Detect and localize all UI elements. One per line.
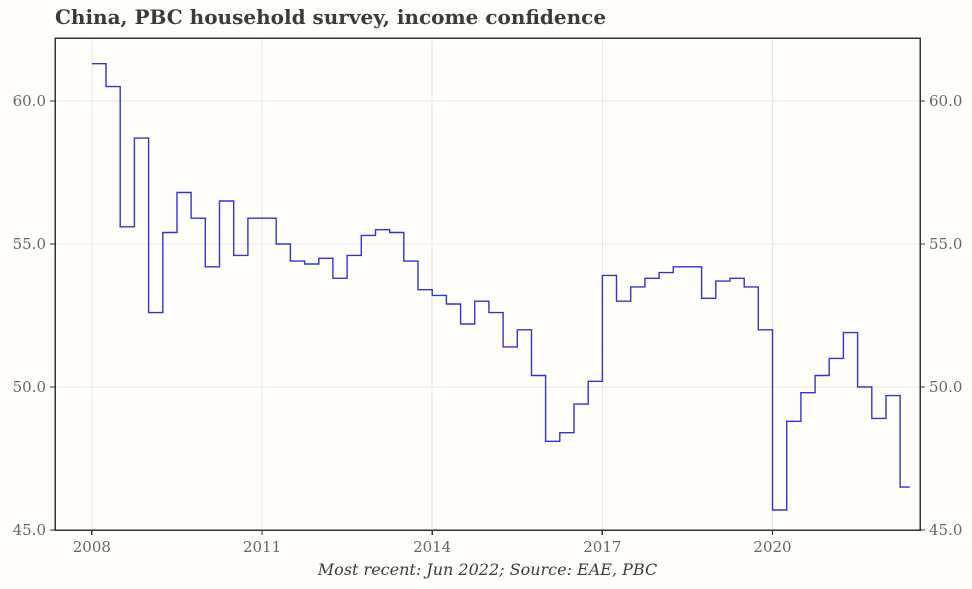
y-tick-label-left: 60.0 <box>13 92 46 110</box>
y-tick-label-right: 60.0 <box>929 92 962 110</box>
data-line <box>91 63 910 511</box>
y-tick-label-right: 45.0 <box>929 521 962 539</box>
chart-caption: Most recent: Jun 2022; Source: EAE, PBC <box>317 560 658 579</box>
x-tick-label: 2017 <box>583 538 621 556</box>
chart-title: China, PBC household survey, income conf… <box>55 5 607 29</box>
y-tick-label-left: 55.0 <box>13 235 46 253</box>
x-tick-label: 2020 <box>753 538 791 556</box>
y-tick-label-left: 45.0 <box>13 521 46 539</box>
y-tick-label-right: 50.0 <box>929 378 962 396</box>
y-tick-label-left: 50.0 <box>13 378 46 396</box>
plot-frame <box>54 37 921 531</box>
x-tick-label: 2008 <box>73 538 111 556</box>
y-tick-label-right: 55.0 <box>929 235 962 253</box>
x-tick-label: 2011 <box>243 538 281 556</box>
x-tick-label: 2014 <box>413 538 451 556</box>
